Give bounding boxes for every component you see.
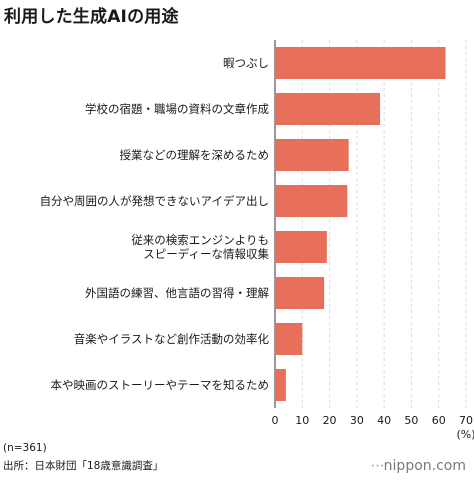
category-label: 自分や周囲の人が発想できないアイデア出し: [40, 194, 269, 208]
chart-title: 利用した生成AIの用途: [4, 7, 179, 27]
x-unit-label: (%): [456, 428, 474, 441]
x-tick-label: 40: [377, 414, 391, 427]
bar: [275, 139, 349, 171]
bar: [275, 185, 348, 217]
brand-text: nippon.com: [383, 458, 466, 474]
bar: [275, 231, 327, 263]
category-label: 従来の検索エンジンよりも: [131, 233, 269, 247]
sample-size-note: (n=361): [3, 442, 47, 454]
brand-logo: ⋯nippon.com: [370, 458, 466, 474]
bar: [275, 93, 381, 125]
category-label: 学校の宿題・職場の資料の文章作成: [85, 102, 269, 116]
x-tick-label: 20: [323, 414, 337, 427]
x-tick-label: 70: [459, 414, 473, 427]
bar: [275, 323, 303, 355]
x-tick-label: 50: [404, 414, 418, 427]
category-label: 授業などの理解を深めるため: [120, 148, 270, 162]
x-tick-label: 0: [272, 414, 279, 427]
x-tick-label: 10: [295, 414, 309, 427]
category-label: 外国語の練習、他言語の習得・理解: [85, 286, 269, 300]
x-tick-label: 30: [350, 414, 364, 427]
bar: [275, 47, 446, 79]
x-tick-label: 60: [432, 414, 446, 427]
bar: [275, 277, 325, 309]
category-label: 暇つぶし: [223, 56, 269, 70]
bar-chart: 0 10 20 30 40 50 60 70(%) 暇つぶし学校の宿題・職場の資料の文章作成授業…: [40, 40, 474, 441]
category-label: 本や映画のストーリーやテーマを知るため: [51, 378, 270, 392]
bar: [275, 369, 286, 401]
source-note: 出所：日本財団「18歳意識調査」: [3, 460, 164, 472]
category-label: スピーディーな情報収集: [143, 247, 269, 261]
category-label: 音楽やイラストなど創作活動の効率化: [74, 332, 270, 346]
